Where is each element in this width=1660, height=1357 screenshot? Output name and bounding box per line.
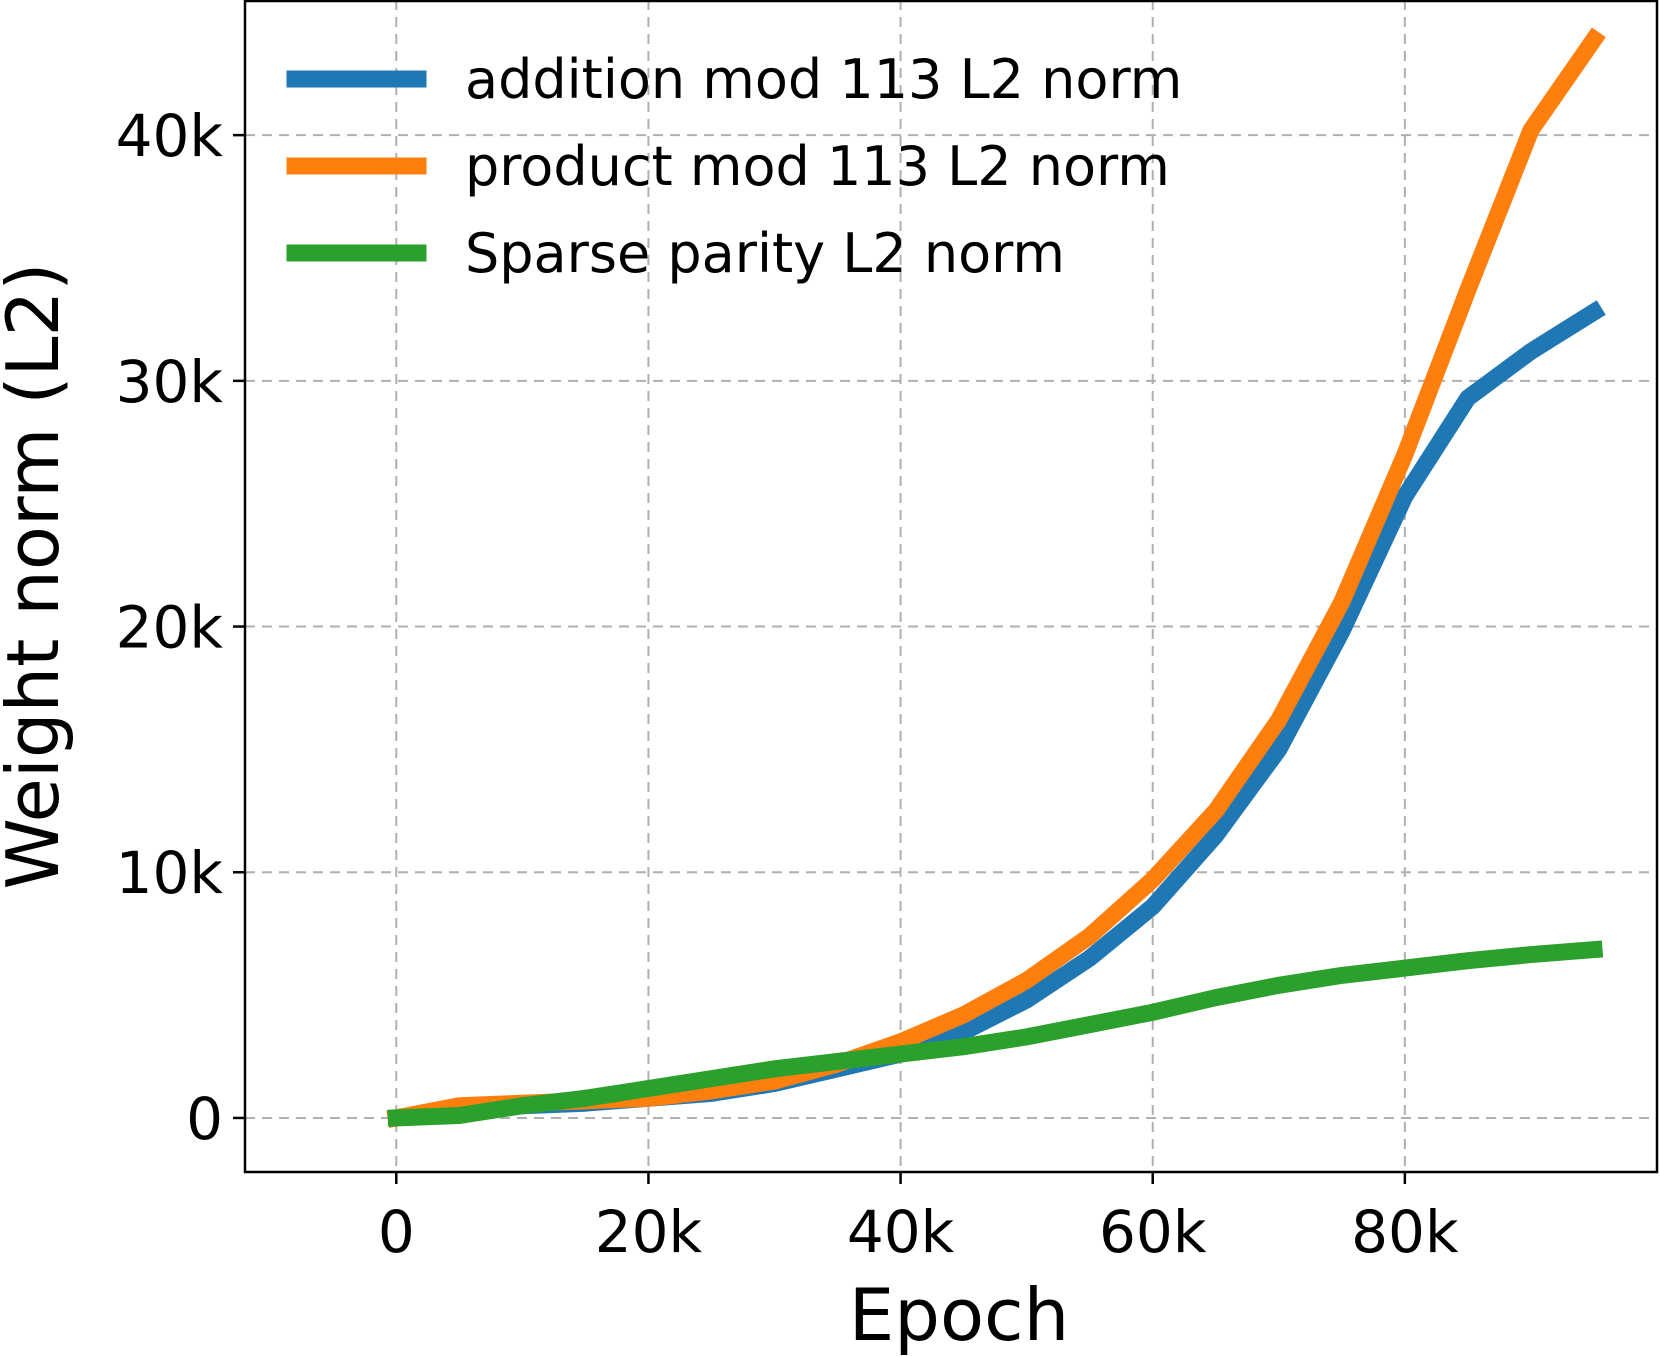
legend-label-addition: addition mod 113 L2 norm — [465, 48, 1182, 111]
legend-label-sparse-parity: Sparse parity L2 norm — [465, 222, 1065, 285]
series-line-2 — [387, 940, 1604, 1127]
x-tick-label: 20k — [595, 1198, 703, 1266]
x-axis-title: Epoch — [849, 1273, 1069, 1357]
legend: addition mod 113 L2 norm product mod 113… — [286, 48, 1182, 285]
series-lines — [386, 27, 1606, 1128]
y-tick-label: 0 — [186, 1085, 223, 1153]
y-axis-title: Weight norm (L2) — [0, 263, 75, 890]
x-tick-label: 0 — [378, 1198, 415, 1266]
x-tick-label: 60k — [1099, 1198, 1207, 1266]
plot-frame — [243, 0, 1659, 1174]
legend-label-product: product mod 113 L2 norm — [465, 135, 1170, 198]
y-tick-label: 30k — [116, 348, 224, 416]
y-tick-label: 10k — [116, 839, 224, 907]
x-tick-label: 40k — [847, 1198, 955, 1266]
y-tick-label: 40k — [116, 102, 224, 170]
grid — [245, 0, 1657, 1172]
y-tick-label: 20k — [116, 594, 224, 662]
series-line-1 — [386, 27, 1606, 1128]
x-tick-label: 80k — [1351, 1198, 1459, 1266]
axis-ticks: 0 20k 40k 60k 80k 0 10k 20k 30k 40k — [116, 102, 1459, 1266]
